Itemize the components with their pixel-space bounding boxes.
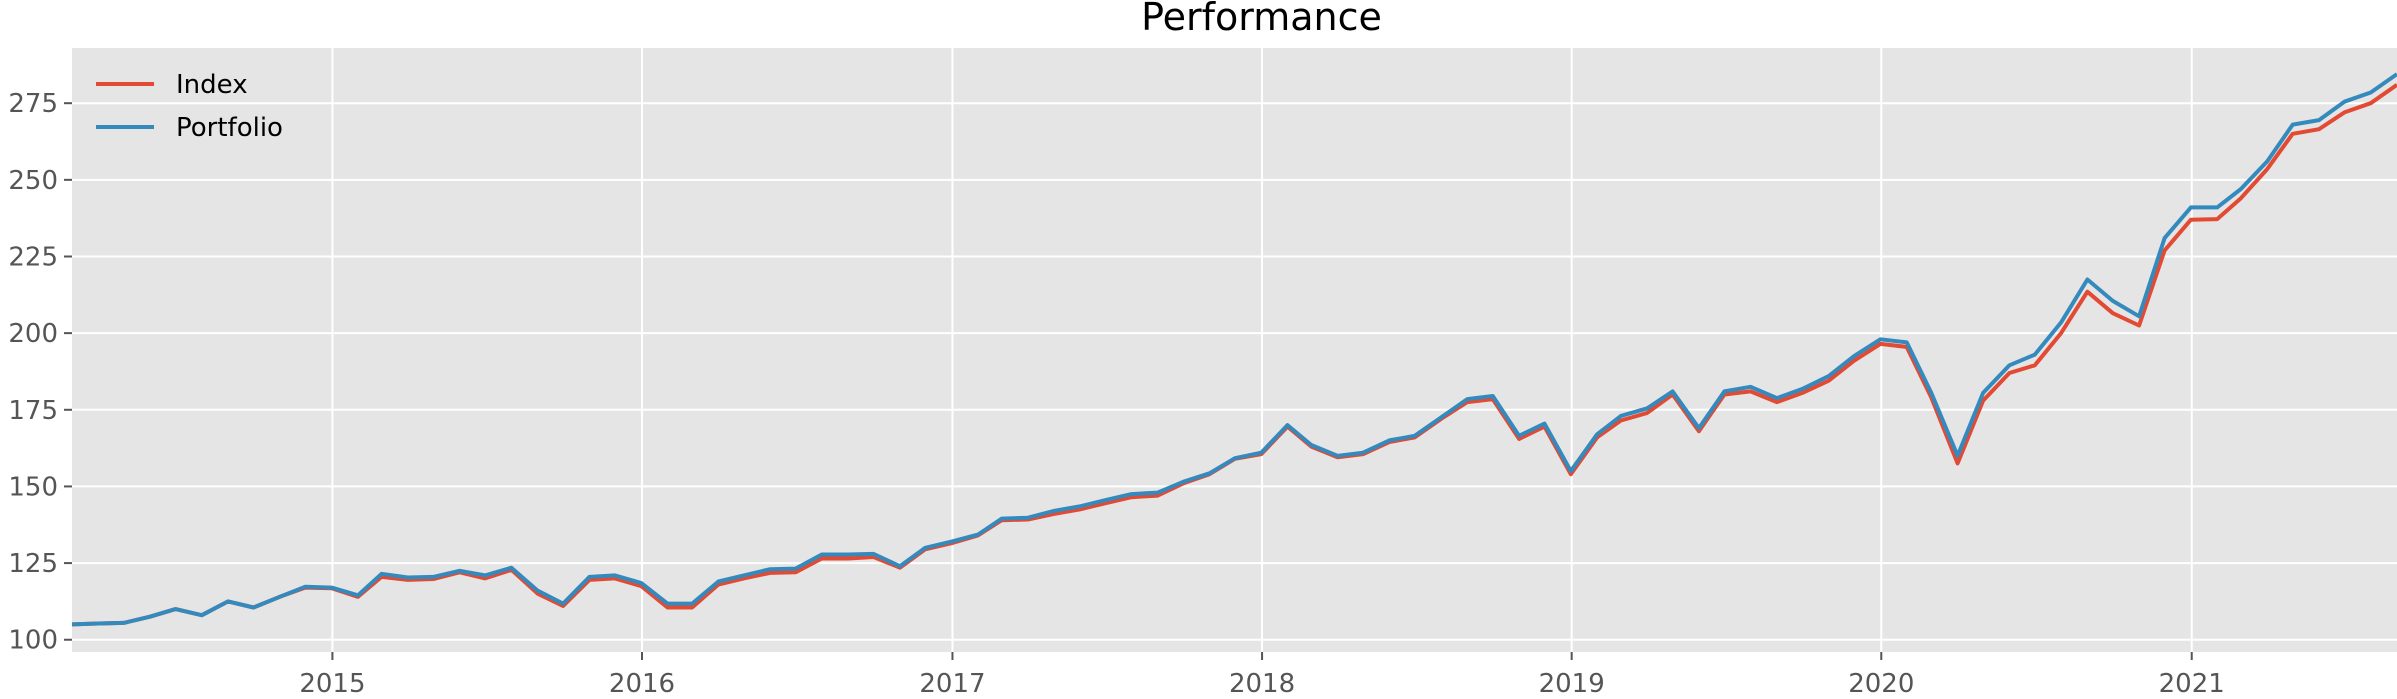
grid-lines bbox=[72, 48, 2397, 652]
y-tick-label: 225 bbox=[8, 242, 58, 272]
x-tick-label: 2017 bbox=[919, 669, 985, 699]
series-line-portfolio bbox=[71, 72, 2397, 627]
chart-title: Performance bbox=[1141, 0, 1382, 39]
y-tick-label: 100 bbox=[8, 626, 58, 656]
legend-label-portfolio: Portfolio bbox=[176, 113, 283, 143]
y-tick-label: 175 bbox=[8, 396, 58, 426]
legend: Index Portfolio bbox=[96, 70, 283, 143]
x-tick-label: 2021 bbox=[2159, 669, 2225, 699]
y-tick-label: 275 bbox=[8, 89, 58, 119]
x-tick-label: 2015 bbox=[299, 669, 365, 699]
y-tick-label: 150 bbox=[8, 472, 58, 502]
plot-background bbox=[72, 48, 2397, 652]
x-tick-label: 2016 bbox=[609, 669, 675, 699]
legend-label-index: Index bbox=[176, 70, 248, 100]
x-tick-label: 2018 bbox=[1229, 669, 1295, 699]
y-tick-label: 200 bbox=[8, 319, 58, 349]
axes: 100 125 150 175 200 225 250 275 2015 2016 2017 2018… bbox=[8, 89, 2224, 699]
x-tick-label: 2019 bbox=[1539, 669, 1605, 699]
x-tick-label: 2020 bbox=[1848, 669, 1914, 699]
series-lines bbox=[71, 72, 2397, 627]
y-tick-label: 250 bbox=[8, 166, 58, 196]
y-tick-label: 125 bbox=[8, 549, 58, 579]
